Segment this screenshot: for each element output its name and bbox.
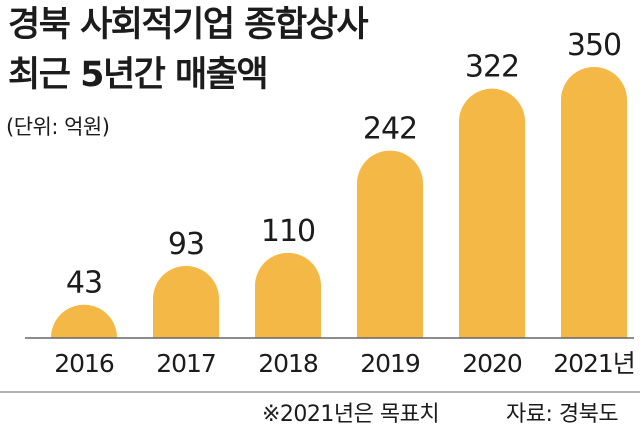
chart-title-line-1: 경북 사회적기업 종합상사 [8, 5, 369, 45]
x-tick-label-2017: 2017 [156, 349, 216, 378]
value-label-2016: 43 [66, 266, 102, 301]
bar-2021년 [561, 67, 627, 338]
x-tick-label-2021년: 2021년 [553, 349, 635, 378]
value-label-2017: 93 [168, 227, 204, 262]
unit-label: (단위: 억원) [6, 115, 110, 139]
footnote: ※2021년은 목표치 [262, 402, 440, 427]
value-label-2021년: 350 [567, 28, 621, 63]
bar-2020 [459, 88, 525, 339]
bar-2019 [357, 150, 423, 338]
bar-2016 [51, 304, 117, 338]
x-tick-label-2019: 2019 [360, 349, 420, 378]
value-label-2020: 322 [465, 50, 519, 85]
x-tick-label-2020: 2020 [462, 349, 522, 378]
bar-2017 [153, 265, 219, 338]
x-tick-label-2016: 2016 [54, 349, 114, 378]
bar-2018 [255, 252, 321, 338]
value-label-2018: 110 [261, 214, 315, 249]
source-credit: 자료: 경북도 [506, 402, 619, 427]
chart-title-line-2: 최근 5년간 매출액 [8, 55, 269, 95]
x-tick-label-2018: 2018 [258, 349, 318, 378]
value-label-2019: 242 [363, 112, 417, 147]
